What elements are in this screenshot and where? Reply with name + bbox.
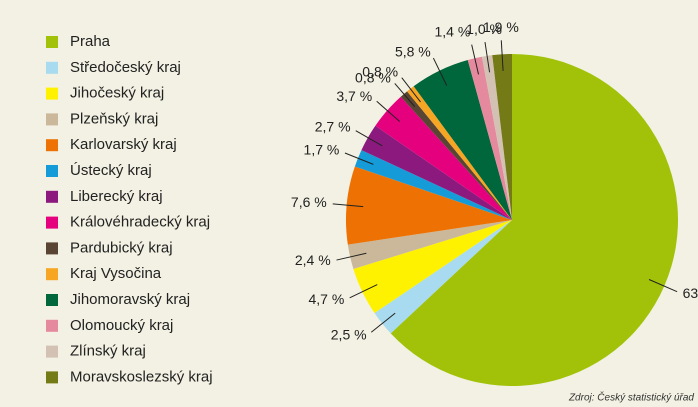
data-label: 2,4 %	[295, 252, 331, 268]
data-label: 3,7 %	[336, 88, 372, 104]
legend-swatch	[46, 61, 58, 74]
legend-swatch	[46, 113, 58, 126]
pie-slice	[492, 54, 512, 220]
legend-label: Ústecký kraj	[70, 162, 152, 179]
data-label: 2,5 %	[331, 327, 367, 343]
leader-line	[500, 40, 504, 71]
pie-slice	[467, 56, 512, 221]
pie-slice	[354, 150, 512, 220]
leader-line	[376, 100, 401, 122]
pie-slice	[353, 220, 512, 314]
legend-swatch	[46, 36, 58, 48]
legend-swatch	[46, 242, 58, 255]
data-label: 4,7 %	[308, 291, 344, 307]
leader-line	[394, 83, 416, 107]
pie-slice	[361, 125, 512, 220]
leader-line	[370, 312, 396, 333]
pie-slice	[390, 54, 678, 386]
legend-swatch	[46, 139, 58, 152]
pie-slice	[413, 60, 512, 220]
legend-label: Královéhradecký kraj	[70, 214, 210, 231]
legend-label: Karlovarský kraj	[70, 136, 177, 153]
data-label: 0,8 %	[362, 64, 398, 80]
leader-line	[484, 41, 491, 73]
data-label: 2,7 %	[315, 118, 351, 134]
legend-label: Středočeský kraj	[70, 59, 181, 76]
legend-swatch	[46, 216, 58, 229]
pie-slice	[481, 55, 512, 220]
leader-line	[349, 284, 378, 299]
legend-swatch	[46, 165, 58, 177]
legend-label: Zlínský kraj	[70, 343, 146, 360]
data-label: 7,6 %	[291, 194, 327, 210]
legend-label: Olomoucký kraj	[70, 317, 173, 334]
legend-swatch	[46, 268, 58, 281]
data-label: 5,8 %	[395, 43, 431, 59]
pie-slice	[346, 166, 512, 245]
leader-line	[332, 203, 364, 208]
leader-line	[355, 130, 383, 147]
legend-label: Liberecký kraj	[70, 188, 163, 205]
data-label: 1,9 %	[483, 19, 519, 35]
data-label: 1,7 %	[304, 141, 340, 157]
legend-swatch	[46, 371, 58, 384]
pie-slice	[347, 220, 512, 270]
leader-line	[336, 252, 367, 261]
data-label: 1,4 %	[435, 23, 471, 39]
pie-slice	[407, 86, 512, 220]
legend-swatch	[46, 345, 58, 358]
pie-slice	[374, 220, 512, 334]
leader-line	[648, 279, 678, 293]
legend-label: Kraj Vysočina	[70, 265, 162, 282]
data-label: 1,0 %	[466, 21, 502, 37]
legend-label: Pardubický kraj	[70, 239, 173, 256]
legend-swatch	[46, 319, 58, 332]
leader-line	[344, 152, 374, 165]
source: Zdroj: Český statistický úřad	[568, 391, 694, 404]
legend-swatch	[46, 190, 58, 203]
data-label: 0,8 %	[355, 70, 391, 86]
legend-label: Praha	[70, 33, 111, 50]
leader-line	[471, 44, 480, 75]
legend-label: Jihočeský kraj	[70, 85, 164, 102]
legend-swatch	[46, 87, 58, 100]
legend-swatch	[46, 294, 58, 306]
leader-line	[401, 77, 421, 103]
legend-label: Jihomoravský kraj	[70, 291, 190, 308]
legend-label: Moravskoslezský kraj	[70, 368, 213, 385]
legend-label: Plzeňský kraj	[70, 110, 158, 127]
leader-line	[432, 57, 448, 86]
pie-slice	[400, 91, 512, 220]
pie-slice	[375, 96, 512, 220]
data-label: 63,1 %	[683, 285, 698, 301]
